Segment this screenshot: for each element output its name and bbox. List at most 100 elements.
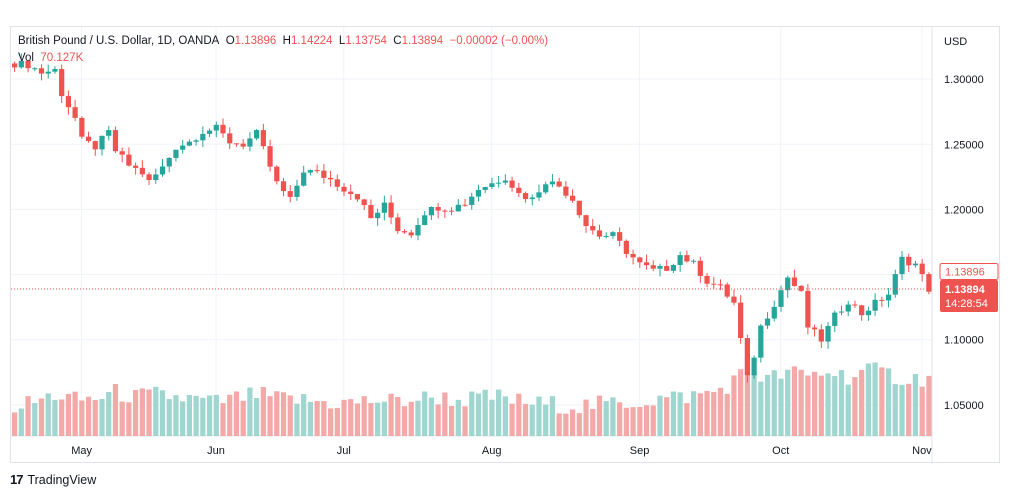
currency-label: USD — [944, 36, 967, 48]
volume-bar — [899, 384, 905, 436]
volume-bar — [865, 363, 871, 436]
volume-bar — [422, 391, 428, 436]
time-tick-label: May — [71, 445, 92, 457]
volume-bar — [576, 413, 582, 436]
candle-body — [126, 154, 132, 166]
candle-body — [717, 284, 724, 286]
tradingview-logo-icon: 17 — [10, 472, 24, 487]
volume-bar — [469, 391, 475, 436]
candle-body — [112, 130, 119, 152]
candle-body — [368, 205, 374, 219]
candle-body — [791, 277, 798, 286]
candle-body — [563, 186, 569, 196]
volume-bar — [133, 389, 139, 436]
candle-body — [254, 130, 260, 139]
volume-bar — [879, 367, 885, 436]
candle-body — [166, 157, 172, 167]
candle-body — [657, 266, 663, 269]
candle-body — [872, 299, 878, 311]
volume-bar — [872, 362, 878, 436]
candle-body — [845, 304, 851, 312]
tradingview-branding[interactable]: 17 TradingView — [10, 472, 96, 487]
volume-bar — [274, 391, 280, 436]
candle-body — [738, 302, 744, 339]
candle-body — [428, 206, 435, 216]
volume-value: 70.127K — [40, 52, 84, 64]
volume-bar — [314, 400, 320, 436]
volume-bar — [892, 384, 898, 436]
candle-body — [489, 183, 495, 188]
volume-bar — [173, 395, 179, 436]
volume-bar — [496, 389, 502, 436]
candle-body — [677, 255, 683, 266]
volume-bar — [153, 386, 159, 436]
candle-body — [556, 181, 562, 187]
volume-bar — [227, 394, 233, 436]
candle-body — [684, 255, 690, 262]
candle-body — [798, 285, 804, 291]
volume-bar — [509, 403, 515, 436]
volume-bar — [307, 401, 314, 436]
candle-body — [617, 232, 623, 241]
candle-body — [838, 311, 845, 313]
candle-body — [731, 296, 737, 303]
candle-body — [603, 235, 609, 237]
price-tick-label: 1.30000 — [944, 74, 984, 86]
high-value: 1.14224 — [290, 35, 333, 47]
volume-bar — [590, 408, 596, 436]
volume-bar — [764, 374, 771, 436]
candle-body — [522, 193, 529, 200]
volume-bar — [475, 393, 482, 436]
volume-label: Vol — [18, 52, 34, 64]
volume-bar — [388, 393, 394, 436]
candle-body — [119, 151, 125, 155]
volume-bar — [294, 403, 300, 436]
candle-body — [496, 182, 502, 184]
candle-body — [314, 170, 320, 172]
volume-bar — [771, 370, 777, 436]
volume-bar — [193, 395, 199, 436]
volume-bar — [717, 387, 724, 436]
volume-bar — [522, 403, 529, 436]
candle-body — [79, 117, 85, 137]
candle-body — [180, 145, 186, 150]
volume-bar — [529, 404, 535, 436]
candle-body — [549, 181, 556, 185]
candle-body — [516, 187, 522, 194]
candle-body — [758, 325, 764, 358]
candle-body — [623, 240, 629, 254]
volume-bar — [811, 371, 818, 436]
volume-bar — [287, 395, 293, 436]
volume-bar — [38, 398, 45, 436]
candle-body — [865, 310, 871, 316]
high-price-tag — [939, 262, 999, 280]
volume-bar — [462, 406, 468, 436]
candle-body — [388, 202, 394, 218]
volume-bar — [361, 396, 367, 436]
volume-bar — [825, 373, 831, 436]
volume-bar — [415, 400, 421, 436]
candle-body — [348, 191, 354, 195]
chart-frame[interactable]: 1.300001.250001.200001.150001.100001.050… — [10, 26, 1001, 464]
candle-body — [885, 294, 892, 301]
candle-body — [906, 256, 912, 266]
candle-body — [482, 187, 488, 190]
candle-body — [220, 124, 226, 134]
volume-bar — [25, 396, 31, 436]
volume-bar — [791, 366, 798, 436]
candle-body — [206, 130, 213, 134]
volume-bar — [428, 397, 435, 436]
volume-bar — [684, 403, 690, 436]
volume-bar — [845, 384, 851, 436]
volume-bar — [159, 390, 166, 436]
candle-body — [106, 130, 112, 136]
volume-bar — [260, 387, 266, 436]
candle-body — [912, 263, 919, 266]
volume-bar — [690, 391, 697, 436]
candle-body — [395, 217, 401, 232]
candle-body — [59, 69, 65, 97]
price-chart[interactable]: 1.300001.250001.200001.150001.100001.050… — [11, 27, 1001, 464]
last-price-text: 1.13894 — [945, 284, 986, 296]
candle-body — [45, 71, 51, 74]
candle-body — [301, 172, 307, 186]
